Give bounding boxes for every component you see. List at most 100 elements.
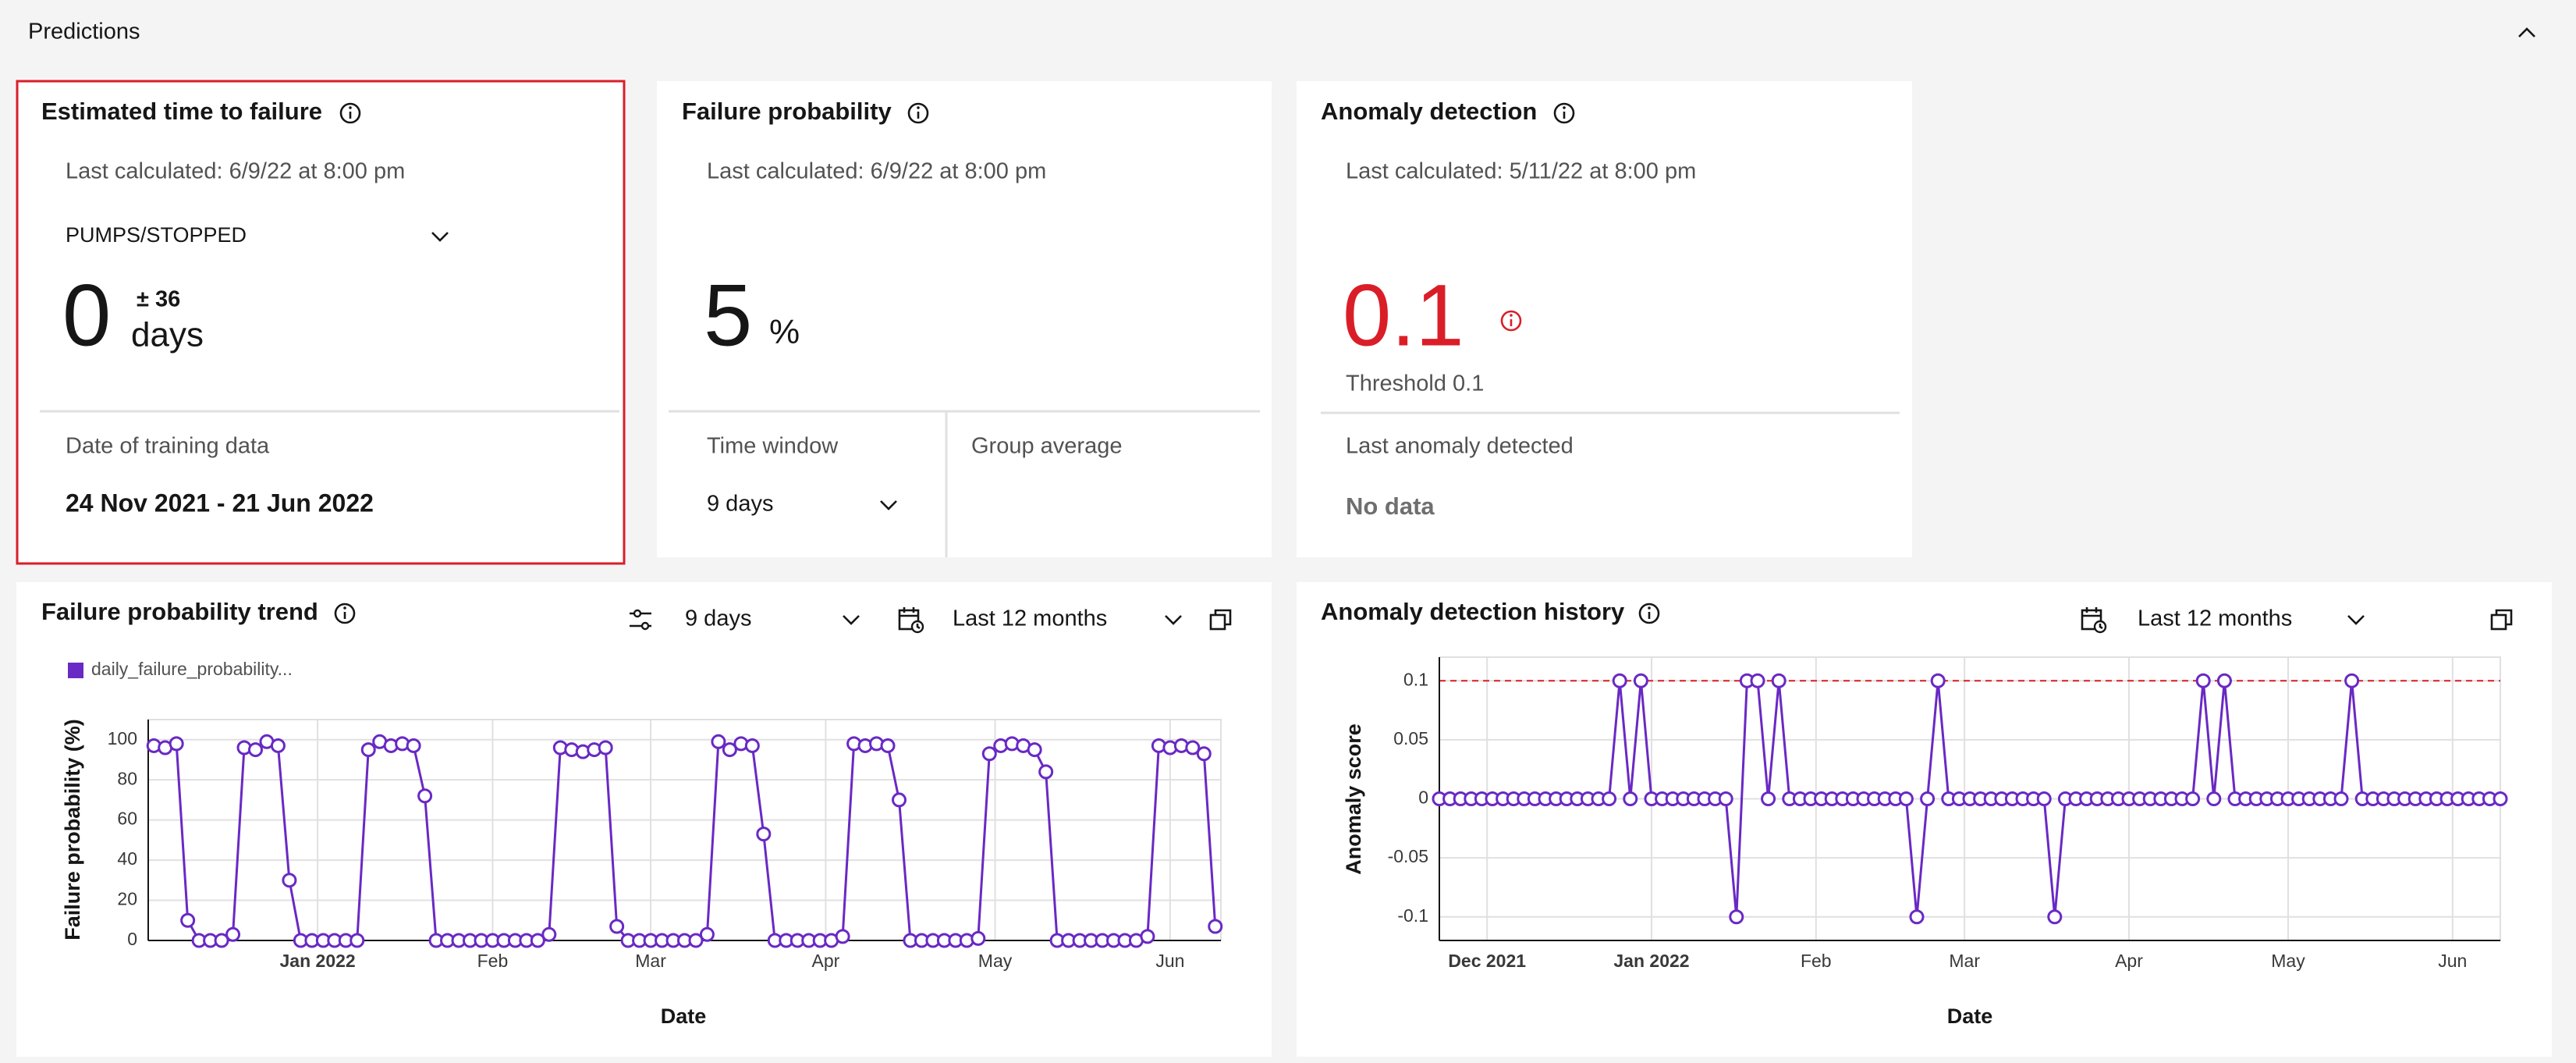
data-point	[835, 929, 850, 944]
data-point	[1038, 764, 1054, 780]
y-tick-label: 60	[117, 809, 137, 829]
data-point	[530, 933, 545, 948]
data-point	[180, 912, 196, 928]
threshold-label: Threshold 0.1	[1346, 372, 1484, 396]
card-title: Estimated time to failure	[41, 98, 322, 125]
value: 0	[62, 267, 111, 364]
margin: ± 36	[137, 287, 180, 312]
last-calculated: Last calculated: 5/11/22 at 8:00 pm	[1346, 159, 1696, 184]
x-tick-label: Feb	[477, 951, 509, 971]
legend-label: daily_failure_probability...	[91, 659, 293, 679]
footer-label: Date of training data	[66, 434, 270, 459]
data-point	[699, 926, 715, 942]
data-point	[1208, 919, 1223, 934]
unit: %	[769, 313, 800, 351]
data-point	[2344, 673, 2360, 688]
data-point	[2216, 673, 2232, 688]
window-dropdown[interactable]: 9 days	[685, 606, 751, 631]
x-tick-label: Apr	[812, 951, 840, 971]
legend-swatch	[68, 663, 83, 678]
x-tick-label: Jan 2022	[1613, 951, 1689, 971]
data-point	[609, 919, 625, 934]
last-calculated: Last calculated: 6/9/22 at 8:00 pm	[66, 159, 405, 184]
chart-title: Failure probability trend	[41, 598, 318, 625]
data-point	[1027, 742, 1042, 758]
data-point	[1898, 791, 1914, 806]
data-point	[349, 933, 365, 948]
data-point	[688, 933, 704, 948]
data-point	[214, 933, 229, 948]
card-title: Anomaly detection	[1321, 98, 1537, 125]
data-point	[225, 926, 241, 942]
range-dropdown[interactable]: Last 12 months	[953, 606, 1107, 631]
card-title: Failure probability	[682, 98, 892, 125]
data-point	[2206, 791, 2222, 806]
y-tick-label: -0.1	[1397, 905, 1428, 926]
y-tick-label: -0.05	[1388, 846, 1428, 866]
dropdown[interactable]: PUMPS/STOPPED	[66, 223, 247, 247]
time-window-label: Time window	[707, 434, 839, 459]
x-tick-label: Jun	[2438, 951, 2467, 971]
data-point	[1909, 909, 1925, 925]
data-point	[970, 930, 986, 946]
data-point	[169, 736, 184, 752]
y-tick-label: 0	[1418, 787, 1428, 808]
x-tick-label: Jan 2022	[280, 951, 356, 971]
data-point	[2333, 791, 2349, 806]
data-point	[880, 738, 896, 753]
data-point	[1771, 673, 1787, 688]
group-average-label: Group average	[971, 434, 1122, 459]
range-dropdown[interactable]: Last 12 months	[2138, 606, 2292, 631]
x-axis-title: Date	[1947, 1004, 1993, 1028]
data-point	[406, 738, 421, 753]
footer-label: Last anomaly detected	[1346, 434, 1574, 459]
x-tick-label: Apr	[2115, 951, 2143, 971]
data-point	[1718, 791, 1733, 806]
data-point	[756, 827, 772, 842]
data-point	[360, 742, 376, 758]
data-point	[744, 738, 760, 753]
y-tick-label: 40	[117, 848, 137, 869]
x-tick-label: May	[978, 951, 1013, 971]
y-tick-label: 80	[117, 768, 137, 788]
x-tick-label: May	[2271, 951, 2305, 971]
footer-value: No data	[1346, 492, 1435, 520]
data-point	[1185, 740, 1201, 755]
y-tick-label: 100	[108, 728, 137, 748]
x-tick-label: Jun	[1155, 951, 1184, 971]
data-point	[2493, 791, 2508, 806]
last-calculated: Last calculated: 6/9/22 at 8:00 pm	[707, 159, 1046, 184]
y-tick-label: 20	[117, 889, 137, 909]
time-window-dropdown[interactable]: 9 days	[707, 492, 773, 517]
x-axis-title: Date	[661, 1004, 707, 1028]
chart-card	[1297, 582, 2552, 1057]
data-point	[598, 740, 613, 755]
data-point	[1612, 673, 1627, 688]
data-point	[1623, 791, 1638, 806]
value: 5	[704, 267, 752, 364]
data-point	[1196, 746, 1212, 762]
card	[657, 81, 1272, 557]
data-point	[711, 734, 726, 749]
collapse-button[interactable]	[2517, 27, 2536, 38]
card[interactable]	[16, 80, 626, 565]
data-point	[248, 742, 263, 758]
y-axis-title: Anomaly score	[1342, 723, 1365, 875]
y-tick-label: 0.05	[1393, 728, 1428, 748]
value: 0.1	[1343, 267, 1464, 364]
data-point	[2185, 791, 2201, 806]
data-point	[2195, 673, 2211, 688]
data-point	[541, 926, 557, 942]
data-point	[2036, 791, 2052, 806]
section-title: Predictions	[28, 20, 140, 44]
chart-title: Anomaly detection history	[1321, 598, 1625, 625]
data-point	[892, 792, 907, 808]
card	[1297, 81, 1912, 557]
data-point	[1602, 791, 1617, 806]
y-tick-label: 0.1	[1403, 669, 1428, 689]
y-tick-label: 0	[127, 929, 137, 949]
unit: days	[131, 316, 204, 354]
x-tick-label: Mar	[1949, 951, 1980, 971]
data-point	[2047, 909, 2063, 925]
